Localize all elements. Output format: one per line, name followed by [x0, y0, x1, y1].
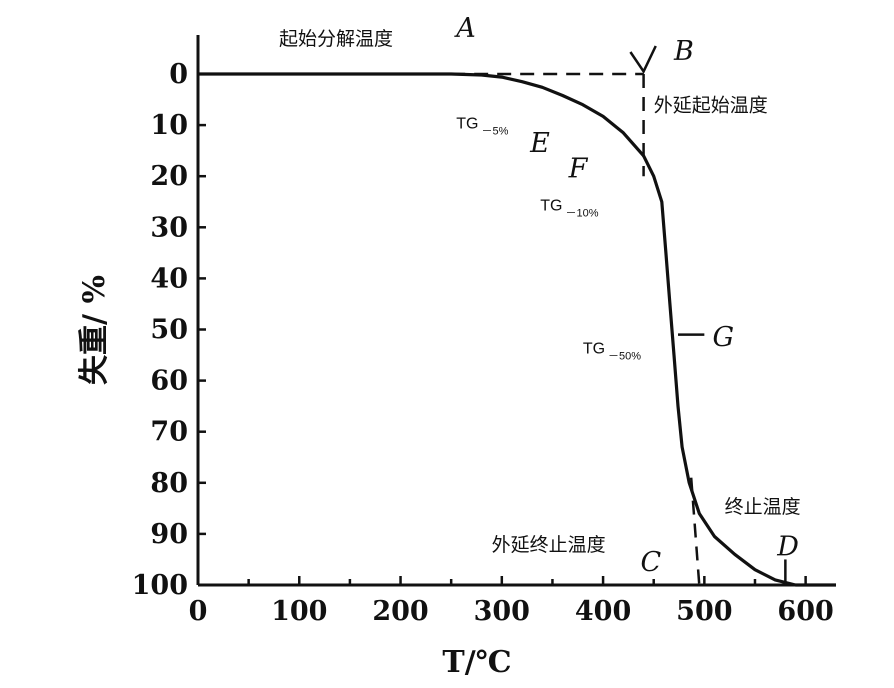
x-axis-title: T/℃: [442, 645, 511, 680]
x-tick-label: 400: [575, 596, 631, 627]
point-label-g: G: [712, 322, 734, 353]
y-tick-label: 80: [150, 468, 188, 499]
point-label-a: A: [453, 13, 476, 44]
tg-label: TG －10%: [540, 197, 598, 219]
point-label-e: E: [529, 128, 550, 159]
tg-label: TG －5%: [456, 116, 508, 138]
y-tick-label: 30: [150, 212, 188, 243]
y-tick-label: 40: [150, 263, 188, 294]
guide-lines: [451, 72, 701, 586]
x-tick-label: 100: [271, 596, 327, 627]
annotation-text: 终止温度: [725, 496, 801, 518]
x-tick-label: 200: [372, 596, 428, 627]
x-tick-label: 500: [676, 596, 732, 627]
y-tick-label: 70: [150, 417, 188, 448]
tg-label: TG －50%: [583, 340, 641, 362]
y-tick-label: 50: [150, 315, 188, 346]
point-label-f: F: [568, 154, 589, 185]
x-tick-label: 300: [474, 596, 530, 627]
annotation-text: 外延终止温度: [492, 534, 606, 556]
y-tick-label: 0: [169, 59, 188, 90]
y-tick-label: 90: [150, 519, 188, 550]
tg-label-subscript: －5%: [481, 126, 508, 138]
point-label-c: C: [641, 547, 662, 578]
point-label-d: D: [776, 532, 799, 563]
y-tick-label: 60: [150, 366, 188, 397]
y-tick-label: 10: [150, 110, 188, 141]
x-tick-label: 600: [777, 596, 833, 627]
tg-label-subscript: －50%: [608, 350, 641, 362]
series-layer: [198, 72, 836, 587]
y-tick-label: 20: [150, 161, 188, 192]
annotation-text: 外延起始温度: [654, 95, 768, 117]
annotation-text: 起始分解温度: [279, 28, 393, 50]
tg-label-subscript: －10%: [566, 207, 599, 219]
weight-loss-curve: [198, 72, 836, 587]
point-label-b: B: [673, 36, 694, 67]
y-axis-title: 失重/ %: [77, 275, 112, 385]
dashed-guide-line: [689, 477, 701, 586]
x-tick-label: 0: [189, 596, 208, 627]
point-b-marker: [629, 45, 657, 74]
y-tick-label: 100: [132, 570, 188, 601]
